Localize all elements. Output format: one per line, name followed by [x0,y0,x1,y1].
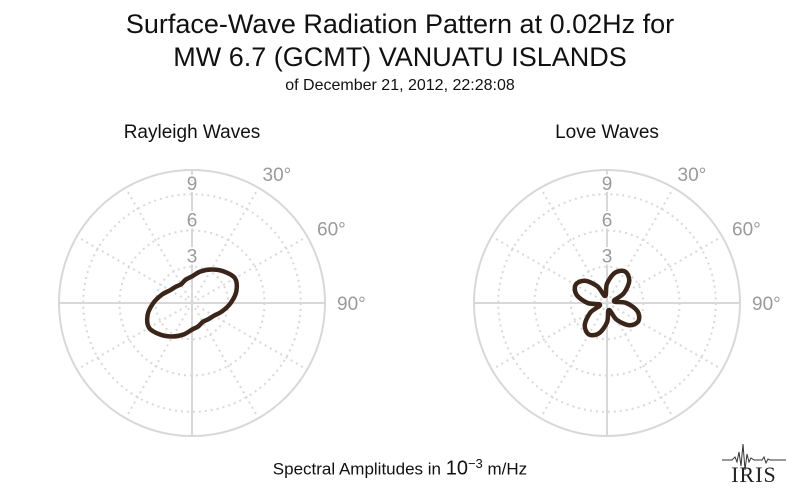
rayleigh-angle-label-30: 30° [263,165,292,186]
love-spoke-240 [491,302,608,371]
love-radiation-curve [572,268,642,338]
chart-title-line1: Surface-Wave Radiation Pattern at 0.02Hz… [125,9,675,39]
chart-subtitle: of December 21, 2012, 22:28:08 [285,77,515,94]
units-base: 10 [445,457,468,480]
love-rtick-label-9: 9 [602,174,613,195]
love-rtick-label-3: 3 [602,247,613,268]
rayleigh-rtick-label-9: 9 [187,174,198,195]
rayleigh-spoke-300 [76,235,193,304]
units-suffix: m/Hz [482,459,528,479]
love-spoke-210 [539,302,608,419]
rayleigh-spoke-30 [191,187,260,304]
love-spoke-60 [606,235,723,304]
love-rtick-label-6: 6 [602,210,613,231]
love-panel-title: Love Waves [555,122,659,143]
rayleigh-rtick-label-6: 6 [187,210,198,231]
love-spoke-330 [539,187,608,304]
rayleigh-radiation-curve [144,267,240,339]
love-angle-label-30: 30° [678,165,707,186]
seismogram-icon [722,443,786,471]
amplitude-units-caption: Spectral Amplitudes in 10−3 m/Hz [0,456,800,481]
love-spoke-150 [606,302,675,419]
iris-logo-text: IRIS [731,462,777,487]
rayleigh-rtick-label-3: 3 [187,247,198,268]
rayleigh-spoke-330 [124,187,193,304]
love-spoke-30 [606,187,675,304]
rayleigh-spoke-120 [191,302,308,371]
love-spoke-120 [606,302,723,371]
rayleigh-panel-title: Rayleigh Waves [124,122,261,143]
rayleigh-spoke-150 [191,302,260,419]
rayleigh-spoke-60 [191,235,308,304]
rayleigh-angle-label-90: 90° [337,294,366,315]
units-prefix: Spectral Amplitudes in [272,459,446,479]
rayleigh-spoke-240 [76,302,193,371]
rayleigh-angle-label-60: 60° [317,220,346,241]
love-spoke-300 [491,235,608,304]
love-angle-label-60: 60° [732,220,761,241]
units-exponent: −3 [467,456,483,471]
chart-title-line2: MW 6.7 (GCMT) VANUATU ISLANDS [173,42,627,72]
rayleigh-spoke-210 [124,302,193,419]
love-angle-label-90: 90° [752,294,781,315]
iris-logo: IRIS [718,440,790,490]
